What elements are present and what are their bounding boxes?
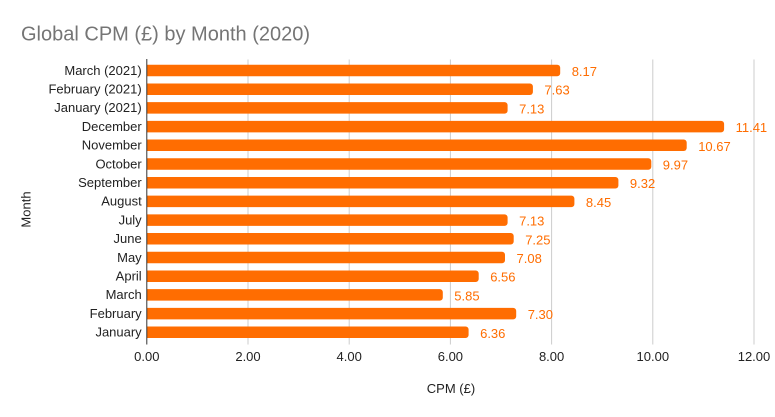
svg-text:11.41: 11.41 [736,120,768,135]
svg-text:5.85: 5.85 [454,288,479,303]
svg-text:7.30: 7.30 [528,307,553,322]
svg-text:June: June [113,231,141,246]
svg-text:May: May [117,250,142,265]
svg-text:March (2021): March (2021) [64,63,141,78]
svg-text:August: August [101,194,142,209]
svg-text:8.45: 8.45 [586,195,611,210]
svg-text:7.08: 7.08 [517,251,542,266]
svg-text:9.32: 9.32 [630,176,655,191]
svg-text:November: November [82,138,143,153]
svg-text:July: July [119,212,143,227]
svg-text:8.17: 8.17 [572,64,597,79]
svg-text:February: February [90,306,143,321]
svg-text:0.00: 0.00 [134,349,159,364]
svg-text:January: January [95,325,142,340]
svg-text:6.36: 6.36 [480,326,505,341]
svg-text:Global CPM (£) by Month (2020): Global CPM (£) by Month (2020) [21,24,310,46]
svg-text:12.00: 12.00 [738,349,771,364]
svg-text:6.00: 6.00 [438,349,463,364]
svg-text:January (2021): January (2021) [54,100,141,115]
svg-text:7.13: 7.13 [519,214,544,229]
svg-text:7.13: 7.13 [519,101,544,116]
svg-text:CPM (£): CPM (£) [427,381,475,396]
svg-text:December: December [82,119,143,134]
svg-text:April: April [116,269,142,284]
svg-text:10.67: 10.67 [698,139,731,154]
svg-text:March: March [106,287,142,302]
svg-text:4.00: 4.00 [337,349,362,364]
svg-text:10.00: 10.00 [637,349,670,364]
svg-text:Month: Month [18,191,33,227]
svg-text:7.25: 7.25 [525,232,550,247]
svg-text:September: September [78,175,142,190]
svg-text:6.56: 6.56 [490,270,515,285]
svg-text:October: October [95,156,142,171]
svg-text:7.63: 7.63 [544,83,569,98]
svg-text:9.97: 9.97 [663,158,688,173]
svg-text:8.00: 8.00 [539,349,564,364]
svg-text:February (2021): February (2021) [48,82,141,97]
svg-text:2.00: 2.00 [235,349,260,364]
